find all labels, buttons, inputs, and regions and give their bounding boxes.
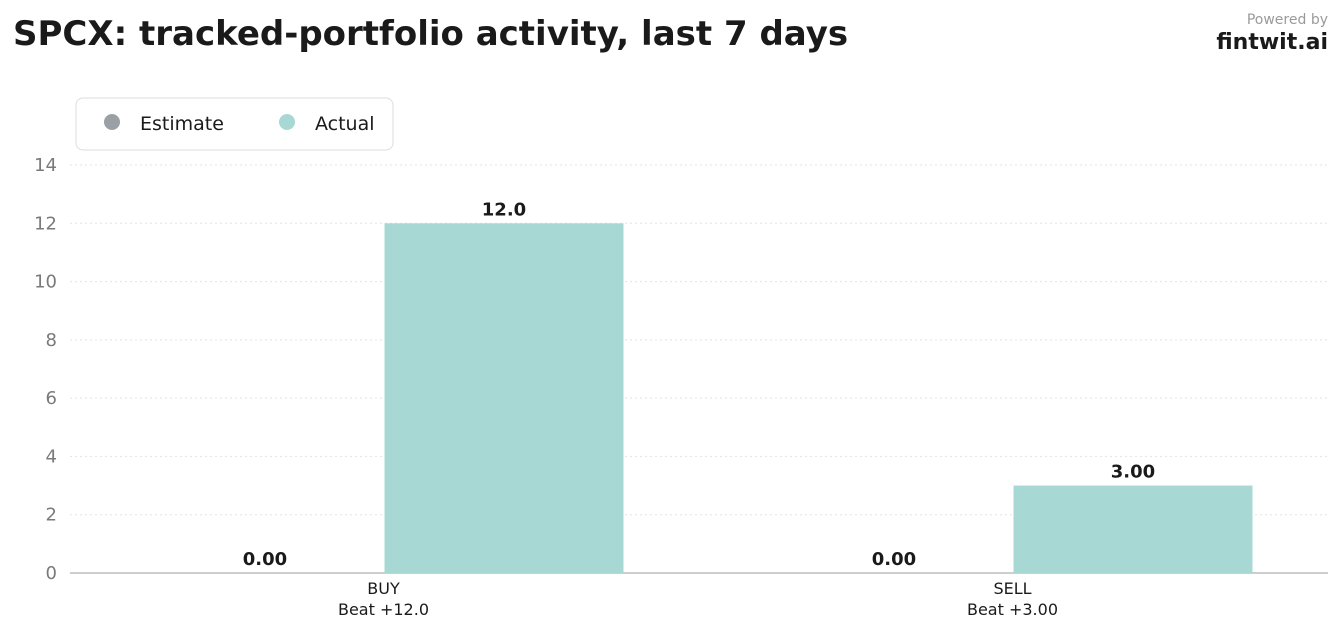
brand-block: Powered by fintwit.ai (1216, 12, 1328, 55)
data-label: 0.00 (243, 549, 287, 570)
legend-label: Estimate (140, 113, 224, 135)
data-label: 12.0 (482, 199, 526, 220)
legend-box (75, 97, 394, 151)
y-tick-label: 14 (34, 155, 57, 176)
x-tick-sublabel: Beat +3.00 (967, 600, 1058, 619)
data-label: 3.00 (1111, 462, 1155, 483)
y-tick-label: 4 (46, 446, 57, 467)
y-tick-label: 10 (34, 272, 57, 293)
data-label: 0.00 (872, 549, 916, 570)
x-tick-label: BUY (367, 579, 400, 598)
legend-label: Actual (315, 113, 375, 135)
powered-by-label: Powered by (1246, 12, 1328, 28)
bar-actual (1013, 485, 1253, 573)
x-tick-label: SELL (993, 579, 1031, 598)
y-tick-label: 8 (46, 330, 57, 351)
y-tick-label: 12 (34, 213, 57, 234)
bar-actual (384, 223, 624, 574)
legend-marker-estimate (104, 114, 120, 130)
y-tick-label: 6 (46, 388, 57, 409)
y-tick-label: 0 (46, 563, 57, 584)
legend-marker-actual (279, 114, 295, 130)
brand-name: fintwit.ai (1216, 30, 1328, 55)
x-tick-sublabel: Beat +12.0 (338, 600, 429, 619)
chart-title: SPCX: tracked-portfolio activity, last 7… (13, 14, 849, 54)
y-tick-label: 2 (46, 505, 57, 526)
